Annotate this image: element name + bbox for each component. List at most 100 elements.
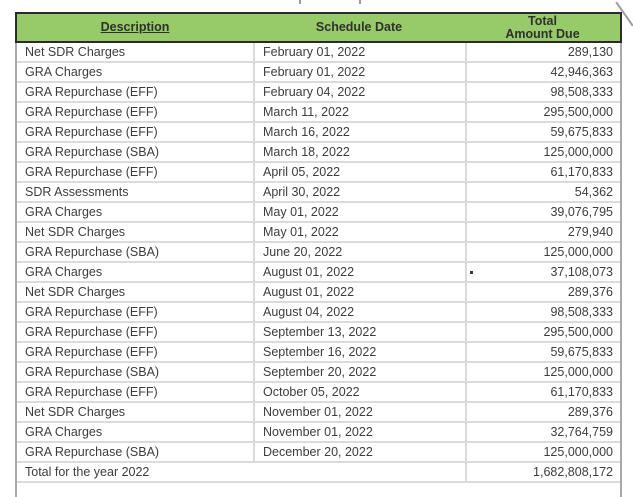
table-row: GRA Charges November 01, 2022 32,764,759 (17, 423, 620, 443)
cell-schedule-date: November 01, 2022 (253, 403, 465, 421)
cell-amount: 59,675,833 (465, 123, 620, 141)
cell-schedule-date: April 30, 2022 (253, 183, 465, 201)
stray-dot-artifact (470, 271, 473, 274)
table-row: GRA Repurchase (EFF) March 16, 2022 59,675… (17, 123, 620, 143)
cell-amount: 61,170,833 (465, 163, 620, 181)
cell-description: GRA Repurchase (EFF) (25, 125, 158, 139)
cell-description: GRA Repurchase (EFF) (25, 85, 158, 99)
cell-description: GRA Repurchase (EFF) (25, 385, 158, 399)
cell-amount: 98,508,333 (465, 303, 620, 321)
cell-description: GRA Repurchase (SBA) (25, 145, 160, 159)
cropped-text-artifact (359, 0, 361, 4)
cell-schedule-date: August 04, 2022 (253, 303, 465, 321)
cell-schedule-date: May 01, 2022 (253, 203, 465, 221)
table-header-row: Description Schedule Date Total Amount D… (15, 12, 622, 43)
cell-description: GRA Repurchase (EFF) (25, 345, 158, 359)
table-row: GRA Charges February 01, 2022 42,946,363 (17, 63, 620, 83)
cell-amount: 295,500,000 (465, 103, 620, 121)
cell-description: GRA Repurchase (EFF) (25, 105, 158, 119)
cell-schedule-date: March 11, 2022 (253, 103, 465, 121)
cell-amount: 42,946,363 (465, 63, 620, 81)
column-header-schedule-date: Schedule Date (315, 20, 403, 34)
cell-amount: 289,130 (465, 43, 620, 61)
cell-description: GRA Repurchase (EFF) (25, 325, 158, 339)
cell-description: GRA Repurchase (EFF) (25, 305, 158, 319)
cell-schedule-date: February 01, 2022 (253, 43, 465, 61)
cell-schedule-date: March 18, 2022 (253, 143, 465, 161)
table-row: GRA Charges May 01, 2022 39,076,795 (17, 203, 620, 223)
cell-description: GRA Charges (25, 425, 103, 439)
cell-amount: 39,076,795 (465, 203, 620, 221)
cell-amount: 279,940 (465, 223, 620, 241)
table-row: GRA Repurchase (EFF) September 16, 2022 59… (17, 343, 620, 363)
cell-schedule-date: November 01, 2022 (253, 423, 465, 441)
cell-description: GRA Charges (25, 65, 103, 79)
cell-schedule-date: June 20, 2022 (253, 243, 465, 261)
cell-schedule-date: April 05, 2022 (253, 163, 465, 181)
cell-description: Net SDR Charges (25, 405, 126, 419)
table-row: GRA Repurchase (SBA) March 18, 2022 125,00… (17, 143, 620, 163)
cell-description: GRA Repurchase (SBA) (25, 445, 160, 459)
table-row: Net SDR Charges May 01, 2022 279,940 (17, 223, 620, 243)
table-row: GRA Repurchase (EFF) October 05, 2022 61,1… (17, 383, 620, 403)
cell-amount: 125,000,000 (465, 143, 620, 161)
cell-schedule-date: May 01, 2022 (253, 223, 465, 241)
cell-schedule-date: December 20, 2022 (253, 443, 465, 461)
table-row: GRA Repurchase (SBA) December 20, 2022 125… (17, 443, 620, 463)
cell-amount: 289,376 (465, 403, 620, 421)
cell-schedule-date: September 20, 2022 (253, 363, 465, 381)
cell-schedule-date: August 01, 2022 (253, 263, 465, 281)
cell-description: Net SDR Charges (25, 45, 126, 59)
column-header-total-line2: Amount Due (505, 26, 580, 41)
total-row-label: Total for the year 2022 (25, 465, 150, 479)
table-row: Net SDR Charges August 01, 2022 289,376 (17, 283, 620, 303)
cell-schedule-date: February 01, 2022 (253, 63, 465, 81)
table-row: GRA Repurchase (SBA) September 20, 2022 12… (17, 363, 620, 383)
total-row: Total for the year 2022 1,682,808,172 (17, 463, 620, 483)
column-header-description-label[interactable]: Description (100, 20, 170, 34)
column-header-total-amount-due: Total Amount Due (465, 13, 620, 41)
table-row: GRA Repurchase (EFF) February 04, 2022 98,… (17, 83, 620, 103)
cell-amount: 125,000,000 (465, 363, 620, 381)
table-row: GRA Repurchase (SBA) June 20, 2022 125,000… (17, 243, 620, 263)
cell-schedule-date: September 13, 2022 (253, 323, 465, 341)
cell-amount: 289,376 (465, 283, 620, 301)
cell-schedule-date: August 01, 2022 (253, 283, 465, 301)
cell-amount: 98,508,333 (465, 83, 620, 101)
table-body: Net SDR Charges February 01, 2022 289,130 G… (15, 43, 622, 497)
cropped-text-artifact (299, 0, 301, 4)
cell-amount: 125,000,000 (465, 443, 620, 461)
cell-schedule-date: March 16, 2022 (253, 123, 465, 141)
table-row: GRA Charges August 01, 2022 37,108,073 (17, 263, 620, 283)
cell-amount: 59,675,833 (465, 343, 620, 361)
column-header-description[interactable]: Description (17, 21, 253, 34)
cropped-next-row (17, 483, 620, 497)
cell-amount: 295,500,000 (465, 323, 620, 341)
cell-description: GRA Charges (25, 205, 103, 219)
table-row: GRA Repurchase (EFF) April 05, 2022 61,170… (17, 163, 620, 183)
cell-schedule-date: October 05, 2022 (253, 383, 465, 401)
cell-description: SDR Assessments (25, 185, 129, 199)
table-row: GRA Repurchase (EFF) August 04, 2022 98,50… (17, 303, 620, 323)
table-row: GRA Repurchase (EFF) March 11, 2022 295,50… (17, 103, 620, 123)
column-header-total-line1: Total (528, 13, 557, 28)
table-row: SDR Assessments April 30, 2022 54,362 (17, 183, 620, 203)
cell-description: Net SDR Charges (25, 225, 126, 239)
payment-schedule-table: Description Schedule Date Total Amount D… (15, 12, 622, 497)
cell-amount: 61,170,833 (465, 383, 620, 401)
cell-schedule-date: February 04, 2022 (253, 83, 465, 101)
cell-amount: 54,362 (465, 183, 620, 201)
cell-description: GRA Repurchase (EFF) (25, 165, 158, 179)
table-row: Net SDR Charges November 01, 2022 289,376 (17, 403, 620, 423)
table-row: GRA Repurchase (EFF) September 13, 2022 29… (17, 323, 620, 343)
cell-amount: 37,108,073 (465, 263, 620, 281)
cell-schedule-date: September 16, 2022 (253, 343, 465, 361)
cell-amount: 125,000,000 (465, 243, 620, 261)
cell-amount: 32,764,759 (465, 423, 620, 441)
cell-description: GRA Charges (25, 265, 103, 279)
cell-description: GRA Repurchase (SBA) (25, 365, 160, 379)
cell-description: GRA Repurchase (SBA) (25, 245, 160, 259)
total-row-amount: 1,682,808,172 (465, 463, 620, 481)
cell-description: Net SDR Charges (25, 285, 126, 299)
